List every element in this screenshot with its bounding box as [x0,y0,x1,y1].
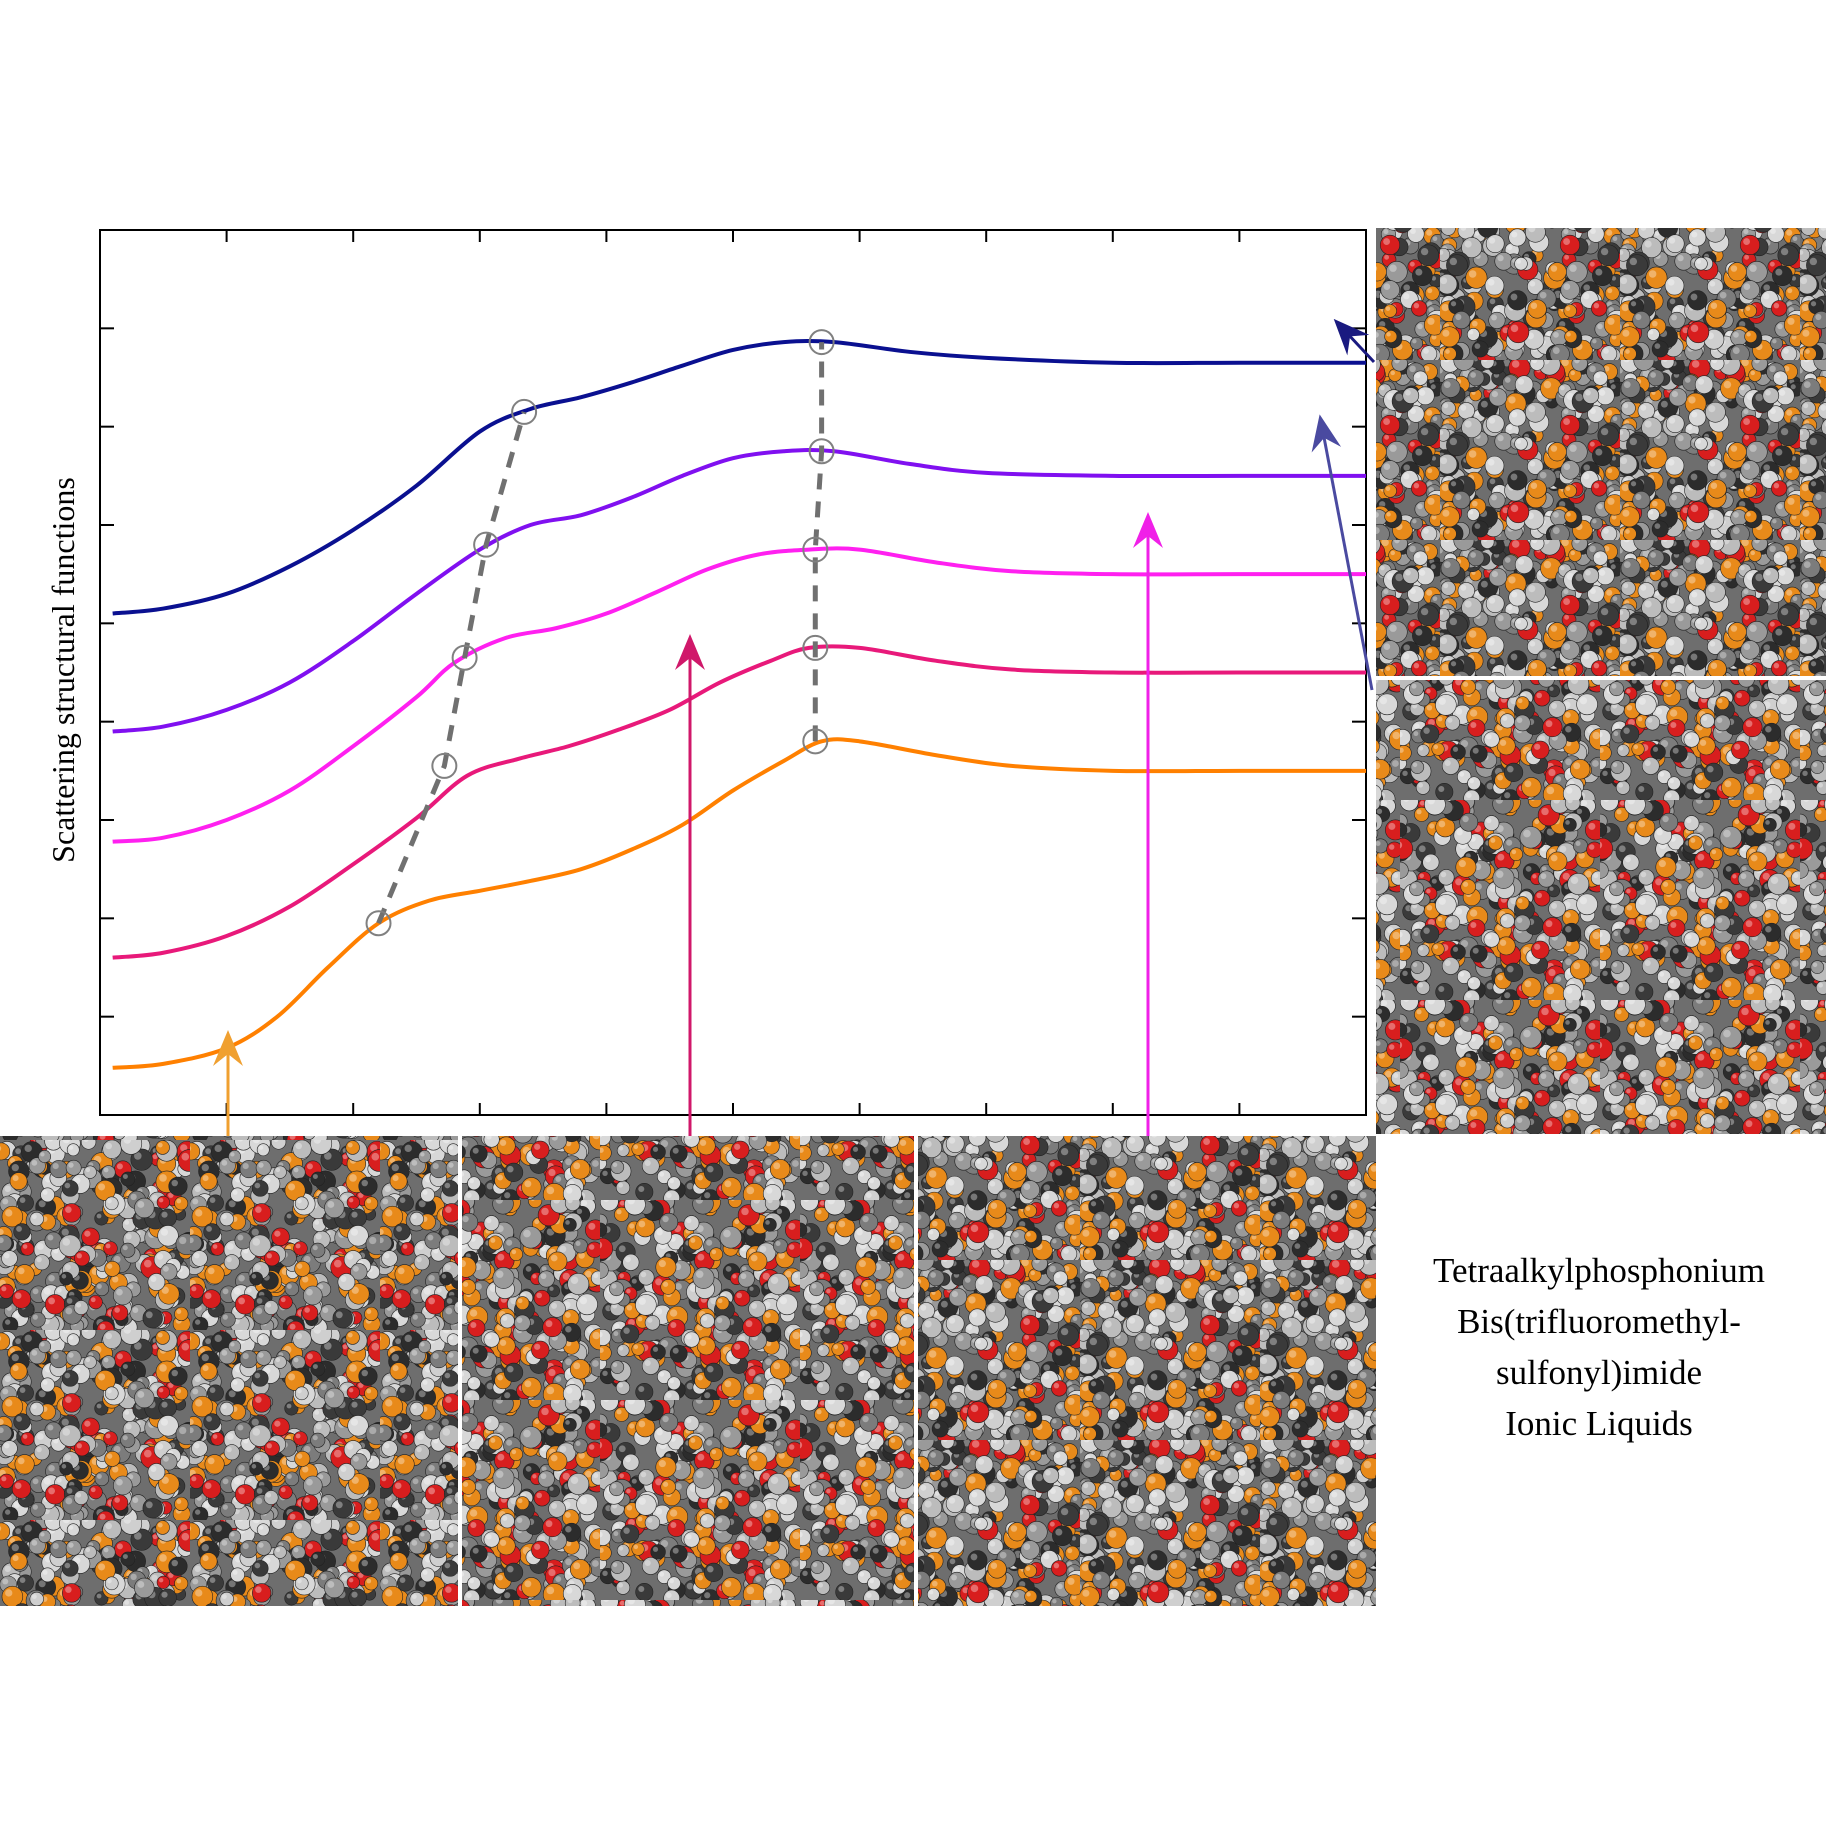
peak-guide-second [812,342,825,742]
peak-marker [473,531,500,558]
series-line-2 [112,644,1366,960]
peak-marker [365,910,392,937]
series-line-3 [112,546,1366,844]
series-line-1 [112,737,1366,1070]
peak-marker [802,728,829,755]
peak-markers [365,329,835,937]
series-line-4 [112,448,1366,734]
caption-line: sulfonyl)imide [1495,1353,1703,1392]
peak-marker [808,438,835,465]
snapshot-top-right [1376,228,1826,676]
peak-marker [431,752,458,779]
caption-line: Bis(trifluoromethyl- [1457,1302,1741,1341]
peak-marker [802,634,829,661]
snapshot-bottom-middle [462,1136,914,1606]
peak-marker [511,398,538,425]
caption-line: Ionic Liquids [1505,1404,1693,1443]
peak-guide-first [376,411,527,925]
peak-marker [451,644,478,671]
y-axis-label: Scattering structural functions [45,477,81,863]
snapshot-bottom-right [918,1136,1376,1606]
series-lines [112,338,1366,1070]
peak-marker [802,536,829,563]
peak-marker [808,329,835,356]
series-line-5 [112,338,1366,616]
peak-guides [376,342,825,925]
caption: Tetraalkylphosphonium Bis(trifluoromethy… [1372,1245,1826,1449]
x-axis-ticks [225,230,1241,1115]
arrow-slate [1311,414,1374,691]
caption-line: Tetraalkylphosphonium [1433,1251,1765,1290]
snapshot-middle-right [1376,680,1826,1134]
snapshot-bottom-left [0,1136,458,1606]
arrow-navy [1333,318,1376,364]
